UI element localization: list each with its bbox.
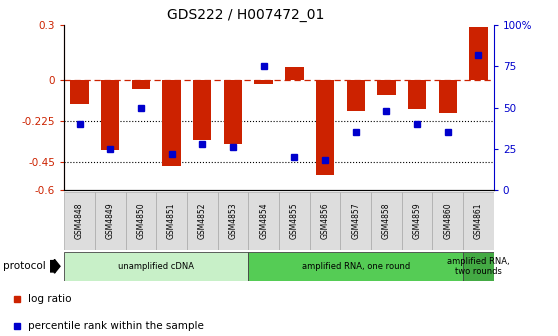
Text: amplified RNA, one round: amplified RNA, one round [302, 262, 410, 271]
Bar [285, 67, 304, 80]
Bar [132, 80, 150, 89]
Bar [162, 80, 181, 166]
Bar [408, 80, 426, 109]
FancyBboxPatch shape [218, 192, 248, 250]
Text: protocol: protocol [3, 261, 46, 271]
Bar [70, 80, 89, 104]
FancyBboxPatch shape [248, 252, 463, 281]
Text: log ratio: log ratio [28, 294, 71, 303]
FancyBboxPatch shape [432, 192, 463, 250]
Bar [193, 80, 211, 140]
FancyBboxPatch shape [126, 192, 156, 250]
Text: GSM4848: GSM4848 [75, 203, 84, 239]
FancyBboxPatch shape [463, 192, 494, 250]
FancyBboxPatch shape [64, 192, 95, 250]
Text: GSM4849: GSM4849 [105, 203, 115, 239]
Text: GSM4851: GSM4851 [167, 203, 176, 239]
Text: GDS222 / H007472_01: GDS222 / H007472_01 [167, 8, 324, 23]
Text: GSM4856: GSM4856 [320, 203, 330, 239]
FancyBboxPatch shape [310, 192, 340, 250]
Bar [469, 27, 488, 80]
Bar [377, 80, 396, 95]
FancyBboxPatch shape [187, 192, 218, 250]
FancyBboxPatch shape [156, 192, 187, 250]
FancyBboxPatch shape [279, 192, 310, 250]
FancyBboxPatch shape [371, 192, 402, 250]
Text: GSM4860: GSM4860 [443, 203, 453, 239]
FancyBboxPatch shape [248, 192, 279, 250]
FancyArrow shape [50, 259, 60, 273]
Bar [316, 80, 334, 175]
FancyBboxPatch shape [95, 192, 126, 250]
FancyBboxPatch shape [463, 252, 494, 281]
Bar [101, 80, 119, 150]
Bar [254, 80, 273, 84]
Text: GSM4852: GSM4852 [198, 203, 207, 239]
Text: GSM4858: GSM4858 [382, 203, 391, 239]
FancyBboxPatch shape [402, 192, 432, 250]
Bar [224, 80, 242, 144]
FancyBboxPatch shape [340, 192, 371, 250]
Text: GSM4854: GSM4854 [259, 203, 268, 239]
Text: GSM4855: GSM4855 [290, 203, 299, 239]
Text: GSM4859: GSM4859 [412, 203, 422, 239]
Text: amplified RNA,
two rounds: amplified RNA, two rounds [447, 257, 510, 276]
Bar [439, 80, 457, 113]
Text: GSM4857: GSM4857 [351, 203, 360, 239]
Bar [347, 80, 365, 111]
Text: GSM4853: GSM4853 [228, 203, 238, 239]
Text: unamplified cDNA: unamplified cDNA [118, 262, 194, 271]
Text: GSM4861: GSM4861 [474, 203, 483, 239]
FancyBboxPatch shape [64, 252, 248, 281]
Text: percentile rank within the sample: percentile rank within the sample [28, 321, 204, 331]
Text: GSM4850: GSM4850 [136, 203, 146, 239]
